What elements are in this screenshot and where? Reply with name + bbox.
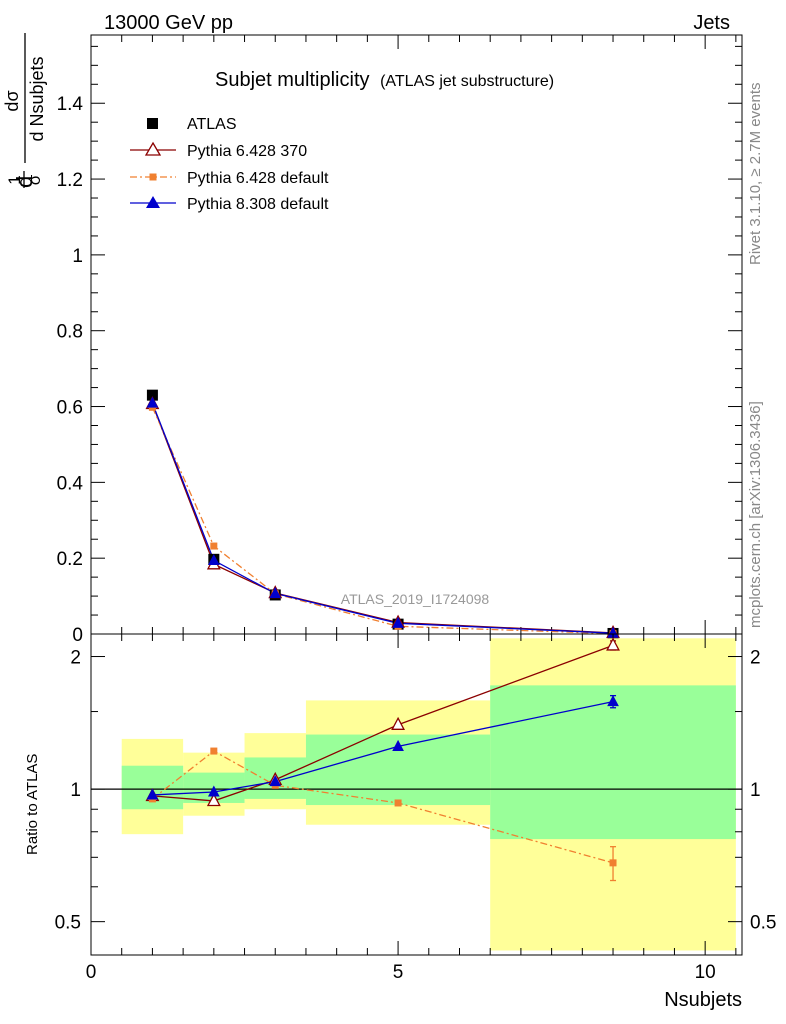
ratio-xtick-label: 10 bbox=[695, 962, 716, 983]
ratio-point-pythia-6-428-default bbox=[210, 747, 218, 755]
chart-subtitle: (ATLAS jet substructure) bbox=[380, 73, 554, 90]
legend-label-pythia8-default: Pythia 8.308 default bbox=[187, 196, 329, 213]
y-label-dnsubjets: d Nsubjets bbox=[27, 56, 47, 141]
main-point-pythia-8-308-default bbox=[392, 616, 404, 628]
legend-marker-pythia6-370 bbox=[144, 141, 162, 156]
ratio-panel: 0.5 0.5 1 1 2 2 0 5 10 Ratio to ATLAS Nsubjets bbox=[24, 633, 777, 1011]
ratio-xtick-label: 0 bbox=[86, 962, 97, 983]
main-ytick-label: 0.6 bbox=[57, 398, 83, 419]
main-point-pythia-8-308-default bbox=[269, 586, 282, 598]
x-axis-label: Nsubjets bbox=[664, 989, 742, 1011]
ratio-xtick-label: 5 bbox=[393, 962, 404, 983]
chart-title: Subjet multiplicity (ATLAS jet substruct… bbox=[215, 69, 554, 91]
main-ytick-label: 1.2 bbox=[57, 170, 83, 191]
ratio-band-layer bbox=[91, 638, 742, 951]
main-ytick-label: 0.8 bbox=[57, 322, 83, 343]
ratio-point-pythia-8-308-default bbox=[392, 739, 404, 751]
legend-entry-atlas: ATLAS bbox=[147, 116, 237, 133]
ratio-point-pythia-8-308-default bbox=[269, 775, 282, 787]
ratio-point-pythia-8-308-default bbox=[146, 788, 159, 800]
legend: ATLAS Pythia 6.428 370 Pythia 6.428 defa… bbox=[130, 116, 329, 213]
ratio-point-pythia-6-428-default bbox=[609, 859, 617, 867]
ratio-ytick-label-right: 2 bbox=[750, 648, 761, 669]
main-ytick-label: 1 bbox=[72, 246, 83, 267]
y-label-dsigma: dσ bbox=[2, 90, 22, 111]
ratio-frame bbox=[90, 633, 743, 956]
ratio-ytick-label-right: 0.5 bbox=[750, 913, 776, 934]
ratio-point-pythia-8-308-default bbox=[607, 695, 619, 707]
legend-marker-pythia8-default bbox=[146, 196, 160, 208]
ratio-ytick-label-left: 0.5 bbox=[55, 913, 81, 934]
main-ytick-label: 0 bbox=[72, 625, 83, 646]
ratio-point-pythia-6-428-370 bbox=[391, 716, 406, 730]
energy-label: 13000 GeV pp bbox=[104, 12, 233, 34]
rivet-version-label: Rivet 3.1.10, ≥ 2.7M events bbox=[747, 83, 764, 266]
legend-label-pythia6-default: Pythia 6.428 default bbox=[187, 170, 329, 187]
chart-title-main: Subjet multiplicity bbox=[215, 69, 370, 91]
ratio-ytick-label-left: 1 bbox=[70, 780, 81, 801]
main-ytick-label: 0.2 bbox=[57, 549, 83, 570]
legend-label-atlas: ATLAS bbox=[187, 116, 237, 133]
legend-entry-pythia8-default: Pythia 8.308 default bbox=[130, 196, 329, 213]
legend-label-pythia6-370: Pythia 6.428 370 bbox=[187, 143, 307, 160]
main-panel: 0 0.2 0.4 0.6 0.8 1 1.2 1.4 d 1 σ dσ d Nsubjets… bbox=[2, 33, 743, 646]
legend-marker-pythia6-default bbox=[149, 173, 157, 181]
main-point-atlas bbox=[146, 389, 158, 401]
main-point-pythia-8-308-default bbox=[146, 396, 159, 408]
ratio-tick-labels: 0.5 0.5 1 1 2 2 0 5 10 bbox=[55, 648, 777, 983]
ratio-band-stat bbox=[121, 765, 184, 810]
legend-entry-pythia6-default: Pythia 6.428 default bbox=[130, 170, 329, 187]
main-ytick-label: 1.4 bbox=[57, 94, 84, 115]
ratio-point-pythia-6-428-370 bbox=[606, 637, 620, 651]
ratio-line-pythia-6-428-default bbox=[152, 750, 614, 864]
ratio-point-pythia-6-428-370 bbox=[206, 793, 221, 807]
ratio-y-axis-label: Ratio to ATLAS bbox=[24, 754, 41, 855]
main-point-pythia-6-428-default bbox=[210, 542, 218, 550]
main-point-pythia-8-308-default bbox=[207, 553, 220, 566]
main-ytick-label: 0.4 bbox=[57, 473, 84, 494]
main-y-axis-label: d 1 σ dσ d Nsubjets bbox=[2, 33, 47, 188]
ratio-data-layer bbox=[145, 637, 620, 882]
main-ytick-labels: 0 0.2 0.4 0.6 0.8 1 1.2 1.4 bbox=[57, 94, 84, 646]
ratio-ytick-label-right: 1 bbox=[750, 780, 761, 801]
ratio-ytick-label-left: 2 bbox=[70, 648, 81, 669]
main-axis-ticks bbox=[90, 35, 742, 635]
ratio-point-pythia-8-308-default bbox=[207, 785, 220, 797]
legend-entry-pythia6-370: Pythia 6.428 370 bbox=[130, 141, 307, 160]
main-data-layer bbox=[145, 389, 620, 639]
ratio-point-pythia-6-428-default bbox=[394, 799, 402, 807]
main-point-pythia-8-308-default bbox=[607, 626, 619, 638]
category-label: Jets bbox=[693, 12, 730, 34]
analysis-id-label: ATLAS_2019_I1724098 bbox=[341, 591, 490, 607]
ratio-band-stat bbox=[490, 685, 736, 840]
y-label-one: 1 bbox=[5, 175, 24, 184]
y-label-sigma: σ bbox=[25, 174, 44, 185]
legend-marker-atlas bbox=[147, 118, 158, 129]
mcplots-label: mcplots.cern.ch [arXiv:1306.3436] bbox=[747, 401, 764, 628]
